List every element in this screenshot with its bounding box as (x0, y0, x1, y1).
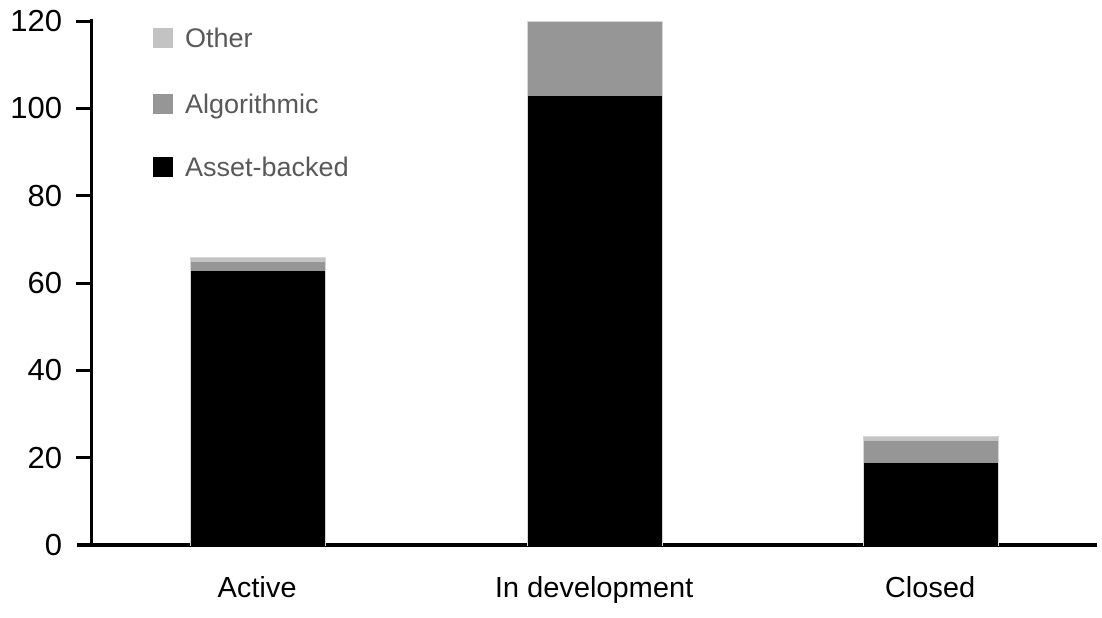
bar-segment-asset-backed (864, 463, 998, 546)
legend-swatch-asset-backed (153, 157, 173, 177)
y-tick-mark (76, 20, 93, 23)
legend-item-algorithmic: Algorithmic (153, 90, 319, 118)
bar-segment-other (864, 437, 998, 442)
legend-item-asset-backed: Asset-backed (153, 153, 349, 181)
bar-stack-closed (863, 436, 999, 546)
bar-stack-active (190, 257, 326, 546)
y-tick-label: 20 (27, 440, 62, 475)
y-tick-mark (76, 282, 93, 285)
y-tick-mark (76, 107, 93, 110)
legend-swatch-other (153, 28, 173, 48)
bar-segment-asset-backed (191, 271, 325, 546)
bar-segment-algorithmic (528, 22, 662, 97)
y-tick-label: 40 (27, 352, 62, 387)
legend-label-algorithmic: Algorithmic (185, 89, 319, 119)
y-tick-label: 100 (10, 90, 62, 125)
y-tick-mark (76, 369, 93, 372)
bar-stack-in-development (527, 21, 663, 546)
y-tick-label: 80 (27, 178, 62, 213)
legend-swatch-algorithmic (153, 94, 173, 114)
legend-item-other: Other (153, 24, 253, 52)
y-tick-label: 0 (44, 527, 62, 562)
legend-label-other: Other (185, 23, 253, 53)
bar-segment-other (191, 258, 325, 263)
y-tick-label: 60 (27, 265, 62, 300)
bar-segment-algorithmic (191, 262, 325, 272)
legend-label-asset-backed: Asset-backed (185, 152, 349, 182)
x-category-label-active: Active (217, 572, 297, 604)
bar-segment-algorithmic (864, 441, 998, 464)
bar-segment-asset-backed (528, 96, 662, 546)
y-tick-mark (76, 194, 93, 197)
y-tick-mark (76, 456, 93, 459)
y-tick-label: 120 (10, 3, 62, 38)
x-category-label-closed: Closed (884, 572, 976, 604)
x-category-label-in-development: In development (494, 572, 694, 604)
